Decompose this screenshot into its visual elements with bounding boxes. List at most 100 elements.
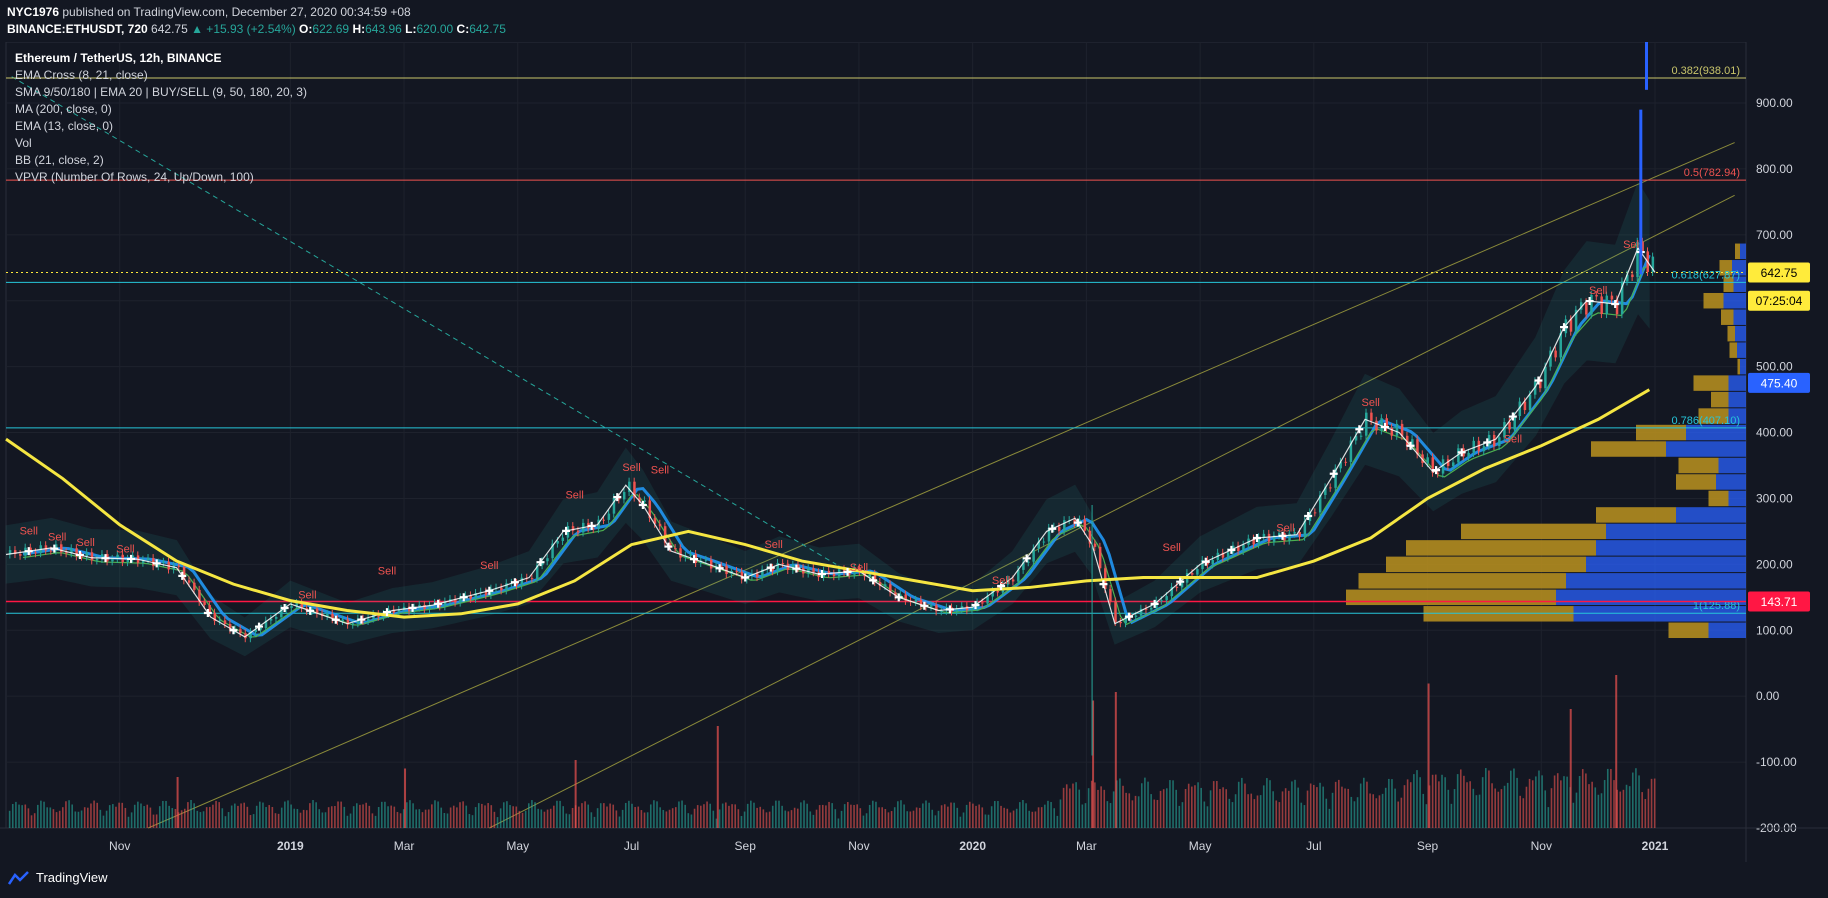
candle-body bbox=[90, 552, 94, 561]
volume-bar bbox=[1172, 780, 1174, 828]
volume-bar bbox=[1453, 789, 1456, 828]
volume-bar bbox=[890, 811, 893, 828]
candle-body bbox=[1620, 281, 1624, 315]
candle-body bbox=[1226, 552, 1230, 558]
candle-body bbox=[914, 599, 918, 603]
sell-signal-label: Sell bbox=[1163, 542, 1181, 554]
candle-body bbox=[228, 623, 232, 630]
legend-sma-buy-sell[interactable]: SMA 9/50/180 | EMA 20 | BUY/SELL (9, 50,… bbox=[15, 85, 307, 99]
candle-body bbox=[848, 572, 851, 575]
legend-ema-cross[interactable]: EMA Cross (8, 21, close) bbox=[15, 68, 148, 82]
volume-bar bbox=[46, 807, 48, 828]
legend-main-series[interactable]: Ethereum / TetherUS, 12h, BINANCE bbox=[15, 51, 222, 65]
vpvr-down-bar bbox=[1716, 474, 1746, 490]
volume-bar bbox=[1525, 786, 1528, 828]
volume-bar bbox=[947, 806, 949, 828]
volume-bar bbox=[915, 807, 918, 828]
volume-bar bbox=[377, 806, 380, 828]
volume-bar bbox=[775, 800, 777, 828]
volume-bar bbox=[571, 807, 574, 828]
candle-body bbox=[1482, 446, 1486, 452]
legend-bollinger[interactable]: BB (21, close, 2) bbox=[15, 153, 104, 167]
buy-signal-marker bbox=[792, 564, 801, 573]
vpvr-up-bar bbox=[1591, 441, 1666, 457]
candle-body bbox=[1641, 241, 1644, 252]
vpvr-down-bar bbox=[1740, 358, 1746, 375]
volume-spike bbox=[716, 726, 719, 828]
volume-bar bbox=[149, 807, 152, 828]
volume-bar bbox=[587, 804, 590, 828]
trendline-upper bbox=[147, 142, 1735, 829]
buy-signal-marker bbox=[1380, 423, 1389, 432]
candle-body bbox=[1508, 422, 1511, 430]
buy-signal-marker bbox=[536, 558, 545, 567]
volume-bar bbox=[1047, 800, 1049, 828]
volume-bar bbox=[1065, 784, 1068, 828]
volume-bar bbox=[8, 810, 11, 828]
vpvr-down-bar bbox=[1733, 309, 1746, 325]
volume-bar bbox=[1309, 783, 1312, 828]
volume-bar bbox=[1259, 795, 1262, 828]
candle-body bbox=[796, 564, 800, 568]
volume-bar bbox=[972, 803, 974, 828]
volume-bar bbox=[818, 805, 821, 828]
volume-bar bbox=[549, 808, 552, 828]
buy-signal-marker bbox=[101, 554, 110, 563]
candle-body bbox=[1272, 535, 1276, 542]
candle-body bbox=[19, 554, 22, 556]
volume-bar bbox=[1466, 782, 1468, 828]
volume-bar bbox=[1328, 808, 1331, 828]
buy-signal-marker bbox=[1099, 580, 1108, 589]
volume-bar bbox=[512, 806, 514, 828]
candle-body bbox=[1324, 487, 1327, 495]
publisher-name[interactable]: NYC1976 bbox=[7, 5, 60, 19]
volume-bar bbox=[809, 811, 812, 828]
volume-bar bbox=[36, 804, 39, 828]
volume-bar bbox=[624, 802, 627, 828]
buy-signal-marker bbox=[229, 626, 238, 635]
volume-bar bbox=[925, 800, 927, 828]
volume-bar bbox=[671, 808, 674, 828]
volume-bar bbox=[1566, 776, 1568, 828]
volume-bar bbox=[1419, 777, 1421, 828]
y-tick-label: 100.00 bbox=[1756, 623, 1793, 637]
volume-bar bbox=[1431, 774, 1434, 828]
volume-bar bbox=[956, 807, 959, 828]
volume-bar bbox=[152, 814, 155, 828]
volume-bar bbox=[1031, 811, 1034, 828]
volume-bar bbox=[1350, 796, 1353, 828]
candle-body bbox=[1590, 294, 1593, 315]
volume-bar bbox=[168, 805, 170, 828]
volume-bar bbox=[1394, 788, 1396, 828]
candle-body bbox=[187, 580, 191, 583]
candle-body bbox=[807, 568, 810, 574]
volume-bar bbox=[750, 800, 752, 828]
y-tick-label: 400.00 bbox=[1756, 426, 1793, 440]
close-value: 642.75 bbox=[469, 22, 506, 36]
volume-bar bbox=[562, 806, 565, 828]
price-chart[interactable]: -200.00-100.000.00100.00200.00300.00400.… bbox=[0, 42, 1828, 862]
buy-signal-marker bbox=[1432, 466, 1441, 475]
vpvr-down-bar bbox=[1676, 507, 1746, 523]
candle-body bbox=[756, 573, 759, 578]
volume-bar bbox=[1078, 789, 1081, 828]
volume-bar bbox=[1247, 794, 1249, 828]
volume-bar bbox=[1369, 793, 1371, 828]
candle-body bbox=[1513, 416, 1516, 430]
candle-body bbox=[1257, 537, 1261, 545]
legend-vpvr[interactable]: VPVR (Number Of Rows, 24, Up/Down, 100) bbox=[15, 170, 254, 184]
volume-bar bbox=[1297, 787, 1299, 828]
low-label: L: bbox=[405, 22, 417, 36]
vpvr-up-bar bbox=[1708, 490, 1729, 507]
volume-bar bbox=[1316, 787, 1318, 828]
candle-body bbox=[218, 620, 222, 622]
legend-volume[interactable]: Vol bbox=[15, 136, 32, 150]
volume-bar bbox=[1356, 797, 1359, 828]
legend-ma200[interactable]: MA (200, close, 0) bbox=[15, 102, 112, 116]
candle-body bbox=[720, 565, 723, 567]
buy-signal-marker bbox=[766, 563, 775, 572]
vpvr-down-bar bbox=[1735, 325, 1746, 342]
vpvr-up-bar bbox=[1735, 243, 1740, 260]
legend-ema13[interactable]: EMA (13, close, 0) bbox=[15, 119, 114, 133]
volume-bar bbox=[1275, 800, 1278, 828]
